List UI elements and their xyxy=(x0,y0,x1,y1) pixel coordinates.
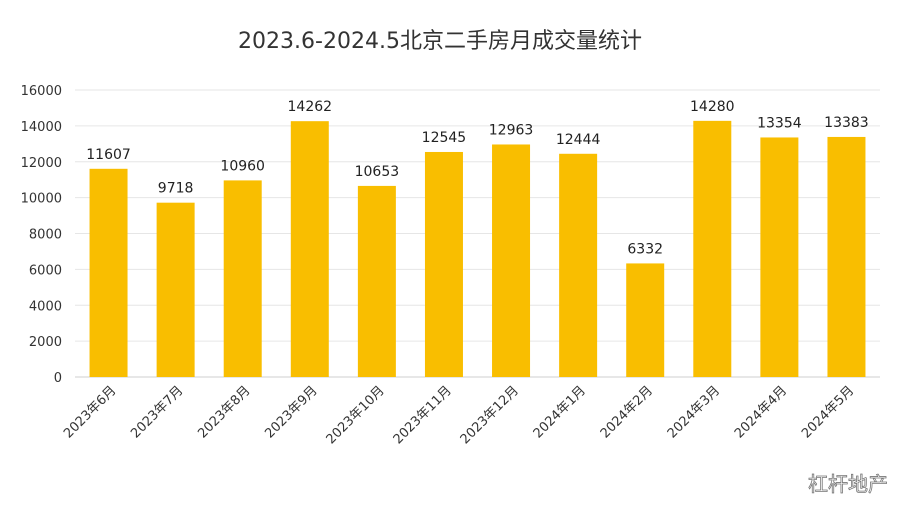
bar xyxy=(357,185,396,377)
data-label: 14262 xyxy=(288,99,333,115)
bar xyxy=(290,121,329,377)
y-tick-label: 12000 xyxy=(21,156,62,171)
x-tick-label: 2024年4月 xyxy=(732,383,790,441)
bar xyxy=(223,180,262,377)
x-tick-label: 2023年9月 xyxy=(262,383,320,441)
x-tick-label: 2023年6月 xyxy=(61,383,119,441)
y-tick-label: 0 xyxy=(54,371,62,386)
bar xyxy=(559,153,598,377)
y-tick-label: 14000 xyxy=(21,120,62,135)
x-tick-label: 2023年10月 xyxy=(324,383,388,447)
chart-title: 2023.6-2024.5北京二手房月成交量统计 xyxy=(238,29,642,54)
bar xyxy=(89,168,128,377)
x-tick-label: 2023年11月 xyxy=(391,383,455,447)
data-labels: 11607 9718 10960 14262 10653 12545 12963 12444 6… xyxy=(86,99,868,258)
bar xyxy=(492,144,531,377)
y-tick-label: 16000 xyxy=(21,84,62,99)
watermark-text: 杠杆地产 xyxy=(808,472,888,496)
y-tick-label: 8000 xyxy=(29,228,62,243)
x-tick-label: 2024年3月 xyxy=(665,383,723,441)
data-label: 13354 xyxy=(757,115,802,131)
bar xyxy=(760,137,799,377)
x-axis-ticks: 2023年6月 2023年7月 2023年8月 2023年9月 2023年10月 2023… xyxy=(61,383,857,447)
data-label: 10653 xyxy=(355,164,400,180)
bar xyxy=(693,120,732,377)
bars xyxy=(89,120,866,377)
x-tick-label: 2024年5月 xyxy=(799,383,857,441)
data-label: 14280 xyxy=(690,99,735,115)
x-tick-label: 2023年8月 xyxy=(195,383,253,441)
data-label: 9718 xyxy=(158,181,194,197)
data-label: 13383 xyxy=(824,115,869,131)
bar xyxy=(424,151,463,377)
data-label: 12444 xyxy=(556,132,601,148)
data-label: 6332 xyxy=(627,241,663,257)
grid-layer xyxy=(75,89,880,378)
y-tick-label: 4000 xyxy=(29,299,62,314)
data-label: 12545 xyxy=(422,130,467,146)
data-label: 10960 xyxy=(220,158,265,174)
x-tick-label: 2024年1月 xyxy=(531,383,589,441)
x-tick-label: 2023年7月 xyxy=(128,383,186,441)
bar xyxy=(626,263,665,377)
x-tick-label: 2024年2月 xyxy=(598,383,656,441)
y-axis-ticks: 0 2000 4000 6000 8000 10000 12000 14000 16000 xyxy=(21,84,62,386)
bar xyxy=(156,202,195,377)
y-tick-label: 10000 xyxy=(21,192,62,207)
x-tick-label: 2023年12月 xyxy=(458,383,522,447)
y-tick-label: 2000 xyxy=(29,335,62,350)
data-label: 11607 xyxy=(86,147,131,163)
bar xyxy=(827,136,866,377)
y-tick-label: 6000 xyxy=(29,263,62,278)
data-label: 12963 xyxy=(489,122,534,138)
